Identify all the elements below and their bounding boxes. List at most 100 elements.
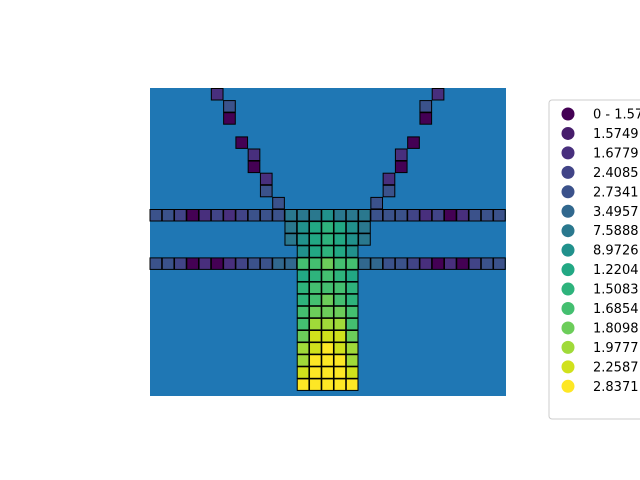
legend-item: 1.5083: [561, 282, 639, 298]
map-cell: [284, 233, 298, 246]
map-cell: [272, 257, 285, 270]
map-cell: [321, 366, 334, 379]
map-cell: [223, 112, 236, 125]
legend-label: 7.5888: [593, 224, 639, 239]
map-cell: [333, 245, 347, 258]
map-cell: [296, 209, 310, 222]
legend-marker: [561, 107, 575, 121]
map-cell: [309, 233, 322, 246]
legend-marker: [561, 146, 575, 160]
map-cell: [419, 112, 433, 125]
map-cell: [468, 209, 482, 222]
map-cell: [296, 221, 310, 234]
legend-label: 2.8371: [593, 380, 639, 395]
legend-marker: [561, 282, 575, 296]
map-cell: [333, 342, 347, 355]
map-cell: [321, 342, 334, 355]
map-cell: [407, 257, 420, 270]
map-cell: [161, 257, 175, 270]
map-cell: [345, 233, 359, 246]
map-cell: [345, 257, 359, 270]
map-cell: [321, 293, 334, 307]
map-cell: [382, 172, 396, 186]
map-cell: [321, 281, 334, 295]
map-cell: [235, 257, 249, 270]
legend-item: 1.6854: [561, 302, 639, 317]
map-cell: [284, 257, 298, 270]
map-cell: [272, 209, 285, 222]
map-cell: [370, 196, 384, 210]
map-cell: [296, 293, 310, 307]
legend-marker: [561, 340, 575, 354]
legend-marker: [561, 126, 575, 140]
map-cell: [309, 366, 322, 379]
map-cell: [247, 160, 261, 174]
legend-marker: [561, 185, 575, 199]
legend-item: 2.2587: [561, 360, 639, 375]
map-cell: [210, 88, 224, 101]
map-cell: [345, 378, 359, 391]
map-cell: [407, 209, 420, 222]
map-cell: [419, 257, 433, 270]
legend-items: 0 - 1.5749 1.5749 1.6779 2.4085 2.7341 3.4957…: [561, 107, 640, 395]
map-cell: [443, 257, 457, 270]
map-cell: [431, 257, 445, 270]
legend-frame: [548, 99, 640, 420]
map-cell: [321, 330, 334, 343]
map-cell: [210, 209, 224, 222]
map-cell: [235, 209, 249, 222]
map-cell: [345, 269, 359, 282]
map-cell: [456, 209, 469, 222]
map-cell: [309, 245, 322, 258]
legend-label: 1.9777: [593, 341, 639, 356]
map-cell: [223, 257, 236, 270]
map-cell: [480, 209, 494, 222]
map-cell: [333, 330, 347, 343]
map-cell: [309, 305, 322, 319]
legend-marker: [561, 379, 575, 393]
map-cell: [235, 136, 249, 149]
legend-item: 1.5749: [561, 126, 639, 142]
map-cell: [345, 293, 359, 307]
map-cell: [259, 209, 273, 222]
legend-label: 0 - 1.5749: [593, 108, 640, 123]
map-cell: [321, 269, 334, 282]
legend-label: 1.2204: [593, 263, 639, 278]
legend-marker: [561, 224, 575, 238]
legend-label: 1.6854: [593, 302, 639, 317]
legend-label: 1.5749: [593, 127, 639, 142]
map-cell: [333, 354, 347, 367]
map-cell: [333, 378, 347, 391]
map-cell: [296, 378, 310, 391]
map-cell: [296, 233, 310, 246]
map-cell: [321, 305, 334, 319]
map-cell: [358, 209, 371, 222]
map-cell: [321, 233, 334, 246]
map-cell: [345, 366, 359, 379]
map-cell: [333, 233, 347, 246]
map-cell: [296, 366, 310, 379]
map-cell: [296, 305, 310, 319]
legend-item: 2.7341: [561, 185, 639, 200]
map-cell: [333, 257, 347, 270]
map-cell: [493, 209, 506, 222]
map-cell: [382, 209, 396, 222]
map-cell: [247, 148, 261, 161]
legend-item: 1.9777: [561, 340, 639, 356]
map-cell: [493, 257, 506, 270]
map-cell: [333, 317, 347, 331]
map-cell: [296, 354, 310, 367]
map-cell: [296, 257, 310, 270]
map-cell: [198, 257, 212, 270]
map-cell: [309, 293, 322, 307]
map-cell: [333, 221, 347, 234]
legend: 0 - 1.5749 1.5749 1.6779 2.4085 2.7341 3.4957…: [548, 99, 640, 420]
map-cell: [161, 209, 175, 222]
legend-marker: [561, 360, 575, 374]
legend-marker: [561, 302, 575, 315]
legend-item: 3.4957: [561, 204, 639, 220]
map-cell: [358, 233, 371, 246]
map-cell: [309, 317, 322, 331]
map-cell: [456, 257, 469, 270]
map-cell: [345, 305, 359, 319]
